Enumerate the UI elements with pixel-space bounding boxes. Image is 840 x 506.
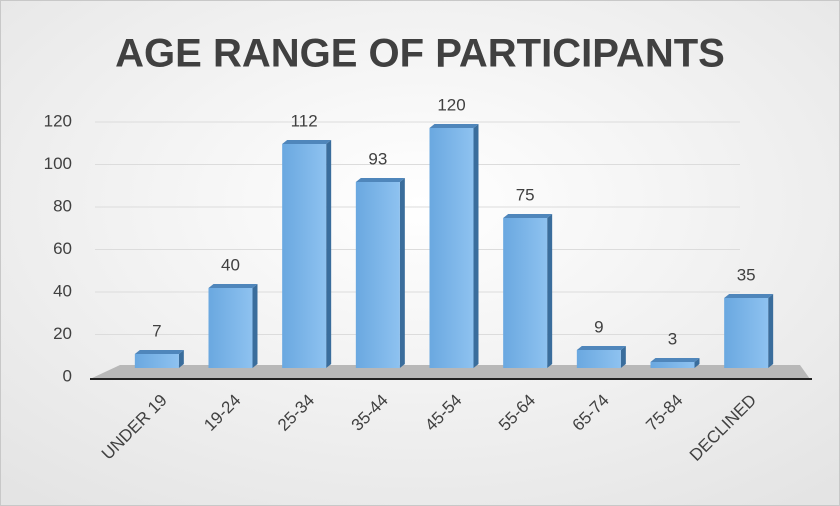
y-tick-label: 60 [53,239,72,258]
bar [355,182,400,368]
bar [282,144,327,368]
y-tick-label: 20 [53,324,72,343]
bar-top [282,140,332,144]
bar [429,128,474,368]
bar-top [208,284,258,288]
bar-side [326,140,332,368]
bar-side [178,350,184,368]
bar-top [724,294,774,298]
data-label: 75 [516,185,535,204]
y-tick-label: 40 [53,281,72,300]
bar-side [768,294,774,368]
bar [134,354,179,368]
bar [576,350,621,368]
bar-top [503,214,553,218]
bar-top [355,178,405,182]
chart-title: AGE RANGE OF PARTICIPANTS [115,32,725,76]
bar-top [429,124,479,128]
bar [650,362,695,368]
data-label: 120 [437,95,465,114]
data-label: 112 [291,111,318,130]
floor [90,365,810,379]
bar-side [252,284,258,368]
y-tick-label: 120 [44,111,72,130]
data-label: 9 [594,317,603,336]
data-label: 3 [668,329,677,348]
bar-side [620,346,626,368]
bar-side [399,178,405,368]
y-tick-label: 100 [44,154,72,173]
bar-side [473,124,479,368]
bar [208,288,253,368]
data-label: 40 [221,255,240,274]
data-label: 7 [152,321,161,340]
bar-side [547,214,553,368]
bar-top [576,346,626,350]
bar-top [650,358,700,362]
bar [503,218,548,368]
data-label: 93 [368,149,387,168]
bar-side [694,358,700,368]
y-tick-label: 0 [63,366,72,385]
data-label: 35 [737,265,756,284]
bar [724,298,769,368]
y-tick-label: 80 [53,196,72,215]
bar-top [134,350,184,354]
